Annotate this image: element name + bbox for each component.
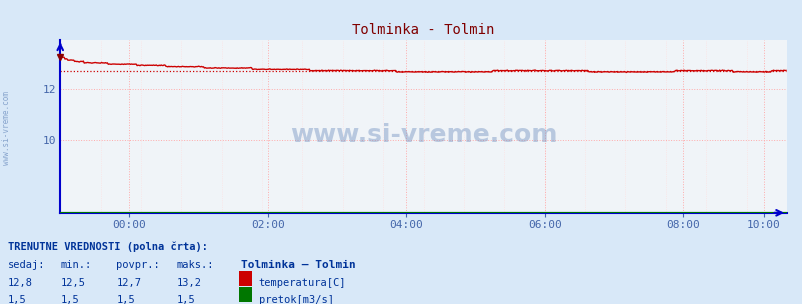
Text: min.:: min.:	[60, 260, 91, 270]
Text: 1,5: 1,5	[60, 295, 79, 304]
Text: 12,8: 12,8	[8, 278, 33, 288]
Text: temperatura[C]: temperatura[C]	[258, 278, 346, 288]
Text: TRENUTNE VREDNOSTI (polna črta):: TRENUTNE VREDNOSTI (polna črta):	[8, 242, 208, 252]
Text: Tolminka – Tolmin: Tolminka – Tolmin	[241, 260, 355, 270]
Text: pretok[m3/s]: pretok[m3/s]	[258, 295, 333, 304]
Title: Tolminka - Tolmin: Tolminka - Tolmin	[352, 23, 494, 37]
Text: www.si-vreme.com: www.si-vreme.com	[290, 123, 557, 147]
Text: 1,5: 1,5	[116, 295, 135, 304]
Text: 12,5: 12,5	[60, 278, 85, 288]
Text: maks.:: maks.:	[176, 260, 214, 270]
Text: 12,7: 12,7	[116, 278, 141, 288]
Text: 1,5: 1,5	[8, 295, 26, 304]
Text: 1,5: 1,5	[176, 295, 195, 304]
Text: povpr.:: povpr.:	[116, 260, 160, 270]
Text: 13,2: 13,2	[176, 278, 201, 288]
Text: www.si-vreme.com: www.si-vreme.com	[2, 91, 11, 165]
Text: sedaj:: sedaj:	[8, 260, 46, 270]
